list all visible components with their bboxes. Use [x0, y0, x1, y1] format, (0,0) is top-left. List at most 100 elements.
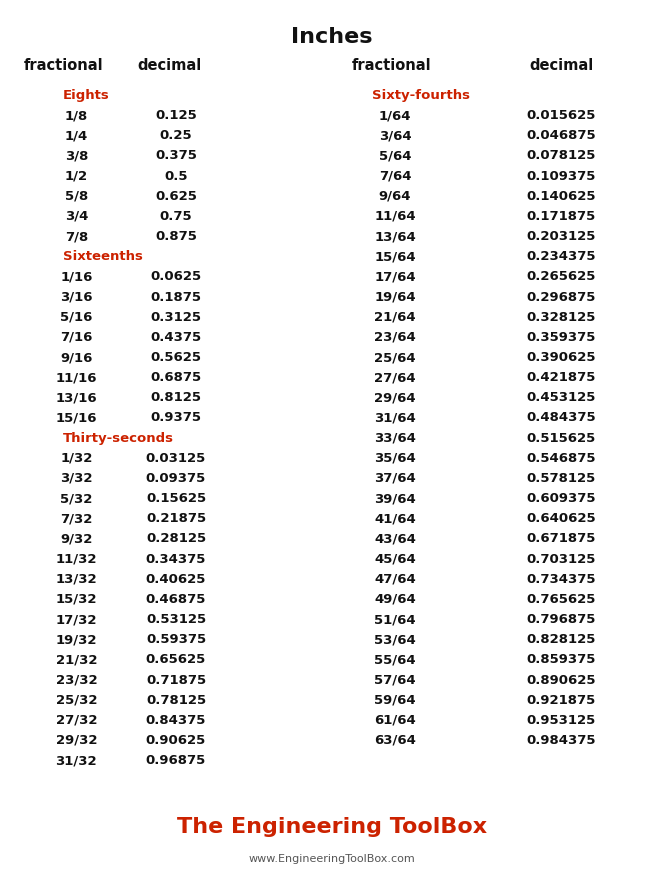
Text: 0.75: 0.75 — [159, 210, 193, 222]
Text: Sixteenths: Sixteenths — [63, 250, 143, 263]
Text: 0.046875: 0.046875 — [527, 129, 596, 142]
Text: 17/64: 17/64 — [374, 271, 416, 283]
Text: 0.0625: 0.0625 — [151, 271, 201, 283]
Text: 0.21875: 0.21875 — [146, 513, 206, 525]
Text: 0.5: 0.5 — [164, 170, 188, 182]
Text: 19/32: 19/32 — [56, 633, 97, 646]
Text: 11/16: 11/16 — [56, 371, 97, 384]
Text: 5/8: 5/8 — [64, 190, 88, 203]
Text: 3/16: 3/16 — [60, 290, 92, 303]
Text: 31/32: 31/32 — [56, 754, 97, 767]
Text: decimal: decimal — [529, 58, 593, 73]
Text: 3/8: 3/8 — [64, 150, 88, 163]
Text: 0.453125: 0.453125 — [527, 392, 596, 404]
Text: 25/32: 25/32 — [56, 693, 97, 707]
Text: 0.6875: 0.6875 — [151, 371, 201, 384]
Text: 0.109375: 0.109375 — [527, 170, 596, 182]
Text: 33/64: 33/64 — [374, 432, 416, 445]
Text: 0.5625: 0.5625 — [151, 351, 201, 364]
Text: 55/64: 55/64 — [374, 653, 416, 667]
Text: 47/64: 47/64 — [374, 573, 416, 586]
Text: 1/64: 1/64 — [379, 109, 411, 122]
Text: 0.59375: 0.59375 — [146, 633, 206, 646]
Text: 5/16: 5/16 — [60, 311, 92, 324]
Text: 19/64: 19/64 — [374, 290, 416, 303]
Text: 17/32: 17/32 — [56, 613, 97, 626]
Text: 0.78125: 0.78125 — [146, 693, 206, 707]
Text: 29/32: 29/32 — [56, 734, 97, 747]
Text: Inches: Inches — [291, 27, 373, 46]
Text: 0.578125: 0.578125 — [527, 472, 596, 485]
Text: 0.203125: 0.203125 — [527, 231, 596, 243]
Text: 0.625: 0.625 — [155, 190, 197, 203]
Text: 21/32: 21/32 — [56, 653, 97, 667]
Text: 15/64: 15/64 — [374, 250, 416, 263]
Text: 1/16: 1/16 — [60, 271, 92, 283]
Text: 0.09375: 0.09375 — [146, 472, 206, 485]
Text: 7/32: 7/32 — [60, 513, 92, 525]
Text: 51/64: 51/64 — [374, 613, 416, 626]
Text: 0.890625: 0.890625 — [527, 674, 596, 686]
Text: 11/32: 11/32 — [56, 553, 97, 565]
Text: 13/32: 13/32 — [56, 573, 97, 586]
Text: 0.921875: 0.921875 — [527, 693, 596, 707]
Text: 0.515625: 0.515625 — [527, 432, 596, 445]
Text: 0.546875: 0.546875 — [527, 452, 596, 465]
Text: 27/32: 27/32 — [56, 714, 97, 727]
Text: 1/4: 1/4 — [64, 129, 88, 142]
Text: 0.703125: 0.703125 — [527, 553, 596, 565]
Text: decimal: decimal — [137, 58, 201, 73]
Text: 0.65625: 0.65625 — [146, 653, 206, 667]
Text: 1/32: 1/32 — [60, 452, 92, 465]
Text: 37/64: 37/64 — [374, 472, 416, 485]
Text: 3/64: 3/64 — [378, 129, 412, 142]
Text: 0.03125: 0.03125 — [146, 452, 206, 465]
Text: 9/16: 9/16 — [60, 351, 92, 364]
Text: 0.640625: 0.640625 — [527, 513, 596, 525]
Text: 61/64: 61/64 — [374, 714, 416, 727]
Text: 0.390625: 0.390625 — [527, 351, 596, 364]
Text: 53/64: 53/64 — [374, 633, 416, 646]
Text: 27/64: 27/64 — [374, 371, 416, 384]
Text: www.EngineeringToolBox.com: www.EngineeringToolBox.com — [248, 854, 416, 864]
Text: 0.296875: 0.296875 — [527, 290, 596, 303]
Text: 11/64: 11/64 — [374, 210, 416, 222]
Text: 0.359375: 0.359375 — [527, 331, 596, 344]
Text: 43/64: 43/64 — [374, 532, 416, 546]
Text: 0.1875: 0.1875 — [151, 290, 201, 303]
Text: 63/64: 63/64 — [374, 734, 416, 747]
Text: 39/64: 39/64 — [374, 492, 416, 506]
Text: 0.609375: 0.609375 — [527, 492, 596, 506]
Text: 0.46875: 0.46875 — [146, 593, 206, 606]
Text: 15/32: 15/32 — [56, 593, 97, 606]
Text: 23/32: 23/32 — [56, 674, 97, 686]
Text: 25/64: 25/64 — [374, 351, 416, 364]
Text: 0.9375: 0.9375 — [151, 411, 201, 425]
Text: 0.140625: 0.140625 — [527, 190, 596, 203]
Text: 0.4375: 0.4375 — [151, 331, 201, 344]
Text: 7/8: 7/8 — [64, 231, 88, 243]
Text: 57/64: 57/64 — [374, 674, 416, 686]
Text: 59/64: 59/64 — [374, 693, 416, 707]
Text: 9/32: 9/32 — [60, 532, 92, 546]
Text: 13/16: 13/16 — [56, 392, 97, 404]
Text: 0.53125: 0.53125 — [146, 613, 206, 626]
Text: 0.171875: 0.171875 — [527, 210, 596, 222]
Text: 0.828125: 0.828125 — [527, 633, 596, 646]
Text: 0.796875: 0.796875 — [527, 613, 596, 626]
Text: 0.671875: 0.671875 — [527, 532, 596, 546]
Text: 7/64: 7/64 — [379, 170, 411, 182]
Text: 45/64: 45/64 — [374, 553, 416, 565]
Text: 13/64: 13/64 — [374, 231, 416, 243]
Text: 0.96875: 0.96875 — [146, 754, 206, 767]
Text: 0.25: 0.25 — [159, 129, 193, 142]
Text: 49/64: 49/64 — [374, 593, 416, 606]
Text: 0.28125: 0.28125 — [146, 532, 206, 546]
Text: 0.859375: 0.859375 — [527, 653, 596, 667]
Text: fractional: fractional — [23, 58, 103, 73]
Text: 0.71875: 0.71875 — [146, 674, 206, 686]
Text: 3/32: 3/32 — [60, 472, 92, 485]
Text: 0.234375: 0.234375 — [527, 250, 596, 263]
Text: 35/64: 35/64 — [374, 452, 416, 465]
Text: 0.984375: 0.984375 — [527, 734, 596, 747]
